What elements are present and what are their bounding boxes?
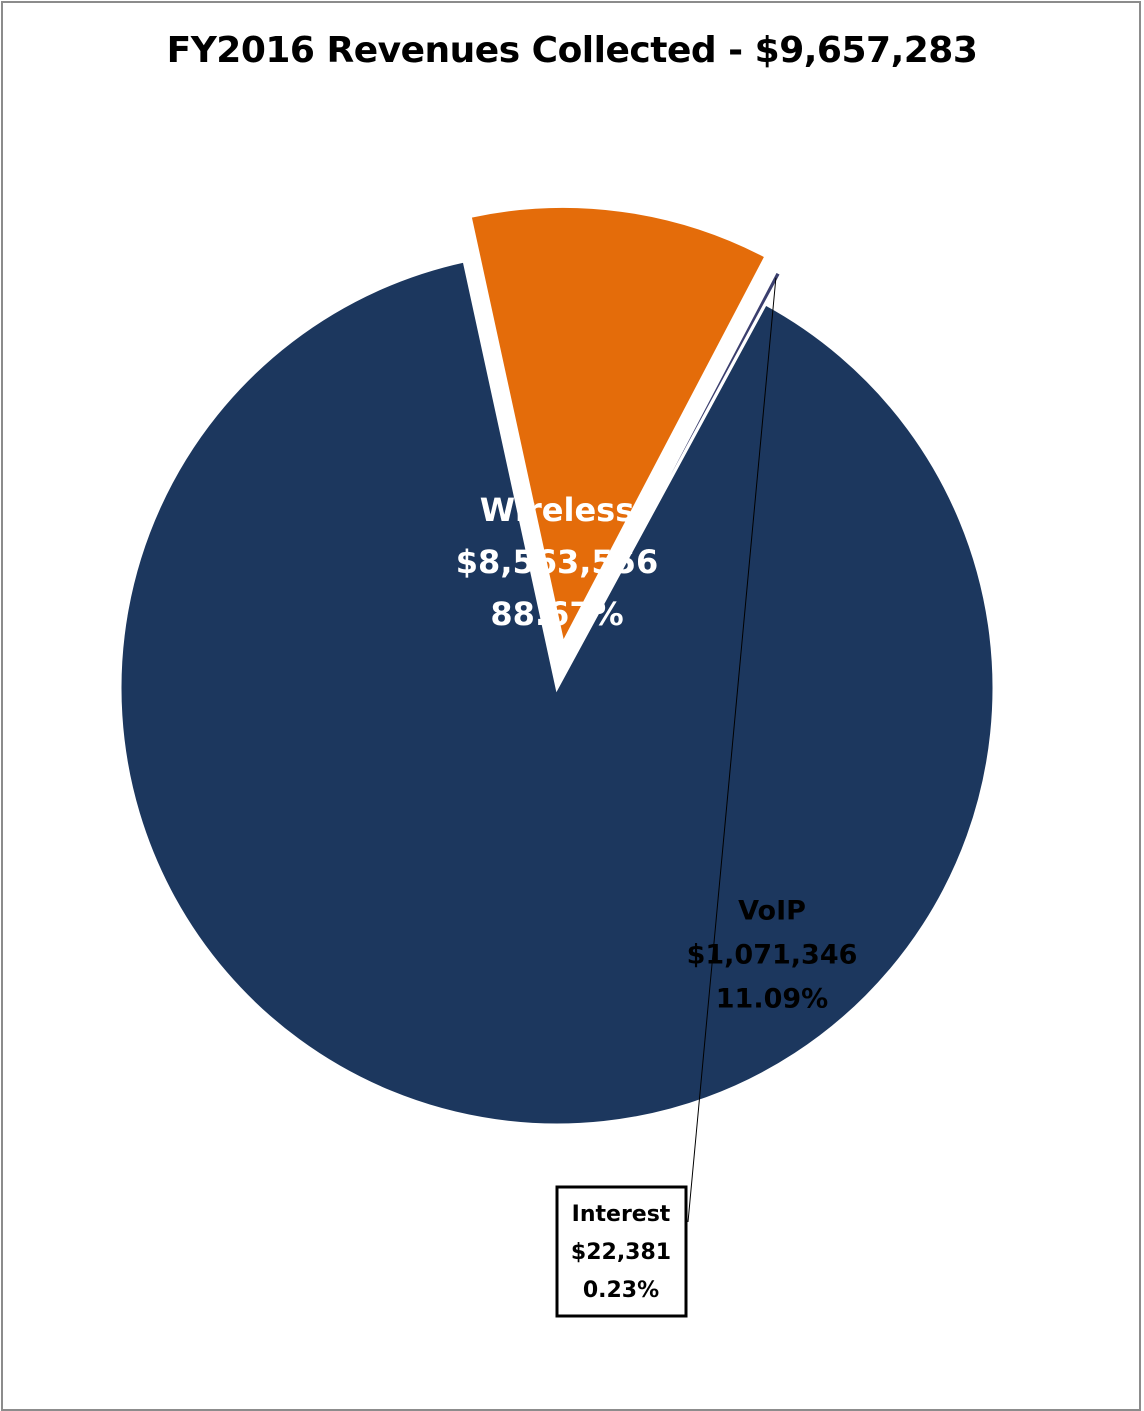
voip-slice-value: $1,071,346 xyxy=(687,940,858,971)
wireless-slice-percent: 88.67% xyxy=(490,595,623,633)
wireless-slice-name: Wireless xyxy=(480,491,635,529)
interest-leader-line xyxy=(687,277,777,1223)
voip-slice-name: VoIP xyxy=(738,896,806,927)
voip-slice-percent: 11.09% xyxy=(716,984,828,1015)
interest-label-box xyxy=(555,1185,688,1318)
data-label-interest: Interest $22,381 0.23% xyxy=(555,1185,688,1318)
data-label-wireless: Wireless $8,563,556 88.67% xyxy=(456,491,658,633)
pie-slice-wireless xyxy=(118,259,996,1127)
pie-slice-voip xyxy=(468,204,768,648)
interest-slice-percent: 0.23% xyxy=(583,1278,659,1303)
interest-slice-value: $22,381 xyxy=(571,1240,671,1265)
pie-slice-interest xyxy=(571,268,784,659)
interest-slice-name: Interest xyxy=(572,1202,671,1227)
data-label-voip: VoIP $1,071,346 11.09% xyxy=(687,896,858,1015)
wireless-slice-value: $8,563,556 xyxy=(456,543,658,581)
chart-title: FY2016 Revenues Collected - $9,657,283 xyxy=(166,30,978,71)
